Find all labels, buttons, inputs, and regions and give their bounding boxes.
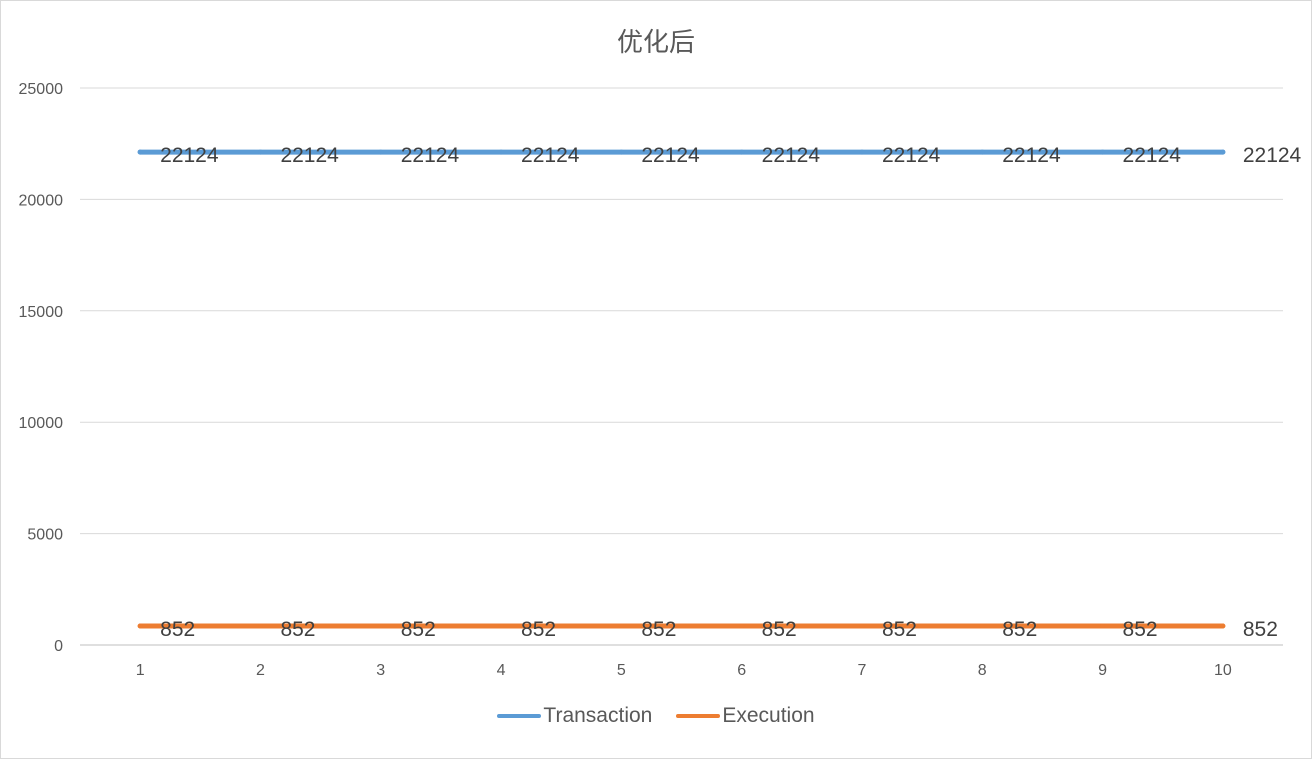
- data-label-transaction: 22124: [401, 144, 460, 167]
- x-tick-label: 7: [857, 662, 866, 679]
- data-label-transaction: 22124: [1123, 144, 1182, 167]
- legend-swatch-transaction: [497, 714, 542, 718]
- data-label-transaction: 22124: [280, 144, 339, 167]
- data-point-transaction: [378, 149, 384, 155]
- data-point-transaction: [1220, 149, 1226, 155]
- data-label-execution: 852: [882, 618, 917, 641]
- chart-legend: Transaction Execution: [0, 704, 1312, 728]
- data-point-execution: [1220, 623, 1226, 629]
- x-tick-label: 3: [376, 662, 385, 679]
- data-label-transaction: 22124: [882, 144, 941, 167]
- data-point-execution: [739, 623, 745, 629]
- data-label-transaction: 22124: [1243, 144, 1302, 167]
- legend-label-execution: Execution: [722, 704, 815, 727]
- x-tick-label: 6: [737, 662, 746, 679]
- x-tick-label: 4: [497, 662, 506, 679]
- x-tick-label: 10: [1214, 662, 1232, 679]
- y-tick-label: 10000: [19, 415, 64, 432]
- data-point-execution: [1100, 623, 1106, 629]
- legend-label-transaction: Transaction: [543, 704, 653, 727]
- data-label-execution: 852: [280, 618, 315, 641]
- data-label-execution: 852: [1002, 618, 1037, 641]
- data-point-execution: [378, 623, 384, 629]
- data-point-transaction: [1100, 149, 1106, 155]
- x-tick-label: 5: [617, 662, 626, 679]
- data-label-execution: 852: [1123, 618, 1158, 641]
- data-label-transaction: 22124: [641, 144, 700, 167]
- data-point-transaction: [739, 149, 745, 155]
- data-point-transaction: [498, 149, 504, 155]
- data-point-transaction: [979, 149, 985, 155]
- data-point-transaction: [257, 149, 263, 155]
- y-tick-label: 20000: [19, 192, 64, 209]
- data-point-transaction: [137, 149, 143, 155]
- data-label-execution: 852: [521, 618, 556, 641]
- data-label-transaction: 22124: [521, 144, 580, 167]
- data-point-execution: [498, 623, 504, 629]
- x-tick-label: 9: [1098, 662, 1107, 679]
- data-point-execution: [618, 623, 624, 629]
- x-tick-label: 2: [256, 662, 265, 679]
- data-label-transaction: 22124: [762, 144, 821, 167]
- data-point-transaction: [618, 149, 624, 155]
- legend-item-execution: Execution: [676, 704, 815, 728]
- data-label-execution: 852: [401, 618, 436, 641]
- data-point-execution: [859, 623, 865, 629]
- data-point-transaction: [859, 149, 865, 155]
- chart-title: 优化后: [616, 28, 695, 58]
- data-label-transaction: 22124: [1002, 144, 1061, 167]
- data-point-execution: [137, 623, 143, 629]
- legend-swatch-execution: [676, 714, 721, 718]
- y-tick-label: 0: [54, 638, 63, 655]
- data-label-execution: 852: [1243, 618, 1278, 641]
- x-tick-label: 1: [136, 662, 145, 679]
- data-point-execution: [979, 623, 985, 629]
- data-label-transaction: 22124: [160, 144, 219, 167]
- data-label-execution: 852: [762, 618, 797, 641]
- legend-item-transaction: Transaction: [497, 704, 652, 728]
- y-tick-label: 15000: [19, 304, 64, 321]
- data-label-execution: 852: [641, 618, 676, 641]
- data-point-execution: [257, 623, 263, 629]
- y-tick-label: 5000: [27, 527, 63, 544]
- data-label-execution: 852: [160, 618, 195, 641]
- x-tick-label: 8: [978, 662, 987, 679]
- y-tick-label: 25000: [19, 81, 64, 98]
